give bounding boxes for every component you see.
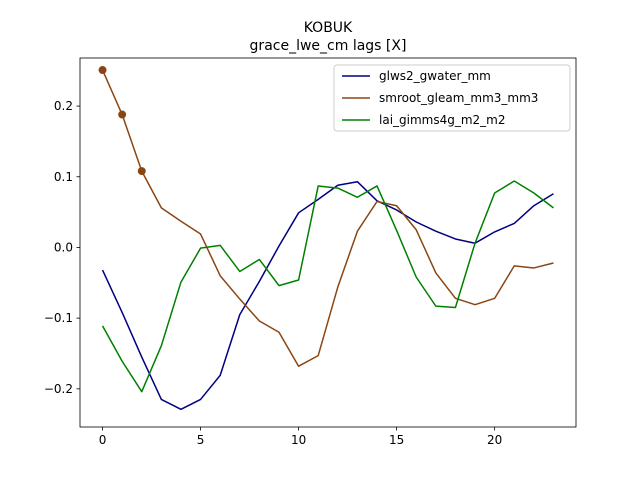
x-axis: 0 5 10 15 20 <box>99 427 502 447</box>
series-layer <box>98 66 554 411</box>
series-marker <box>98 66 107 75</box>
series-marker <box>118 110 127 119</box>
y-tick-label: 0.2 <box>54 99 73 113</box>
legend-label: lai_gimms4g_m2_m2 <box>379 113 506 127</box>
legend: glws2_gwater_mm smroot_gleam_mm3_mm3 lai_g… <box>333 64 571 132</box>
plot-area <box>79 57 577 428</box>
legend-label: smroot_gleam_mm3_mm3 <box>379 91 538 105</box>
y-tick-label: −0.1 <box>44 311 73 325</box>
chart-subtitle: grace_lwe_cm lags [X] <box>250 38 407 54</box>
y-tick-label: 0.1 <box>54 170 73 184</box>
x-tick-label: 10 <box>291 433 306 447</box>
x-tick-label: 20 <box>487 433 502 447</box>
y-tick-label: −0.2 <box>44 382 73 396</box>
series-marker <box>137 167 146 176</box>
y-axis: −0.2 −0.1 0.0 0.1 0.2 <box>44 99 80 396</box>
series-line-0 <box>101 180 554 411</box>
x-tick-label: 15 <box>389 433 404 447</box>
chart-title: KOBUK <box>304 20 353 36</box>
legend-label: glws2_gwater_mm <box>379 69 491 83</box>
series-line-2 <box>101 180 554 393</box>
legend-box <box>333 64 571 132</box>
series-line-1 <box>101 69 554 367</box>
x-tick-label: 5 <box>197 433 205 447</box>
plot-frame <box>79 57 577 428</box>
x-tick-label: 0 <box>99 433 107 447</box>
y-tick-label: 0.0 <box>54 240 73 254</box>
